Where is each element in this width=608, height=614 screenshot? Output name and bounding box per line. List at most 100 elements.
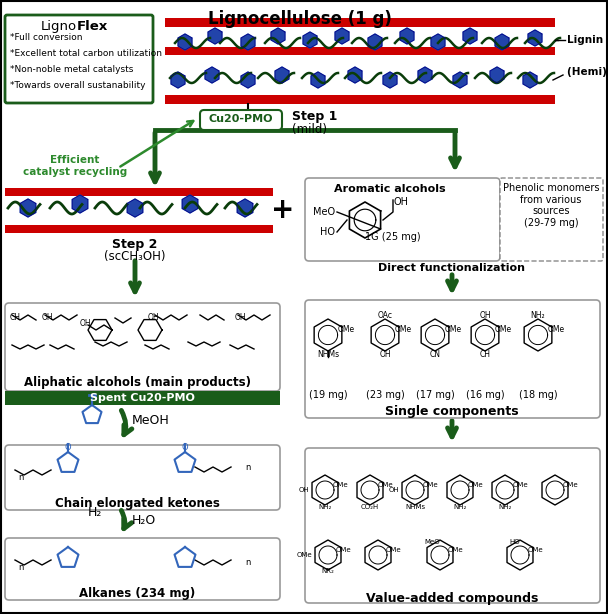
Text: Aromatic alcohols: Aromatic alcohols [334, 184, 446, 194]
Text: Efficient
catalyst recycling: Efficient catalyst recycling [23, 155, 127, 177]
FancyBboxPatch shape [200, 110, 282, 130]
Text: Direct functionalization: Direct functionalization [379, 263, 525, 273]
Text: Phenolic monomers
from various
sources
(29-79 mg): Phenolic monomers from various sources (… [503, 183, 599, 228]
Text: OMe: OMe [495, 325, 512, 334]
Text: HO: HO [320, 227, 335, 237]
Text: OH: OH [148, 313, 160, 322]
Text: Value-added compounds: Value-added compounds [366, 592, 538, 605]
Text: CH: CH [10, 313, 21, 322]
Text: Single components: Single components [385, 405, 519, 418]
Text: OH: OH [299, 487, 309, 493]
Text: OMe: OMe [333, 482, 348, 488]
Text: OMe: OMe [445, 325, 462, 334]
Polygon shape [528, 30, 542, 46]
Text: NH₂: NH₂ [454, 504, 467, 510]
Polygon shape [241, 34, 255, 50]
FancyBboxPatch shape [5, 15, 153, 103]
Text: MeOH: MeOH [132, 413, 170, 427]
Text: OMe: OMe [378, 482, 393, 488]
Polygon shape [311, 72, 325, 88]
Polygon shape [182, 195, 198, 213]
Text: OMe: OMe [336, 547, 351, 553]
Text: n: n [18, 473, 23, 482]
Text: Aliphatic alcohols (main products): Aliphatic alcohols (main products) [24, 376, 250, 389]
Text: Chain elongated ketones: Chain elongated ketones [55, 497, 219, 510]
Polygon shape [237, 199, 253, 217]
Text: OMe: OMe [448, 547, 464, 553]
Bar [5, 391, 280, 405]
Polygon shape [127, 199, 143, 217]
Text: *Excellent total carbon utilization: *Excellent total carbon utilization [10, 49, 162, 58]
Text: NHMs: NHMs [317, 350, 339, 359]
Polygon shape [271, 28, 285, 44]
Text: MeO: MeO [313, 207, 335, 217]
Polygon shape [383, 72, 397, 88]
Text: Alkanes (234 mg): Alkanes (234 mg) [79, 587, 195, 600]
Polygon shape [453, 72, 467, 88]
Text: OMe: OMe [386, 547, 402, 553]
FancyBboxPatch shape [5, 538, 280, 600]
Polygon shape [20, 199, 36, 217]
Bar [5, 188, 273, 196]
Bar [165, 27, 555, 95]
FancyBboxPatch shape [5, 445, 280, 510]
Polygon shape [463, 28, 477, 44]
Bar [5, 225, 273, 233]
Polygon shape [208, 28, 222, 44]
Polygon shape [171, 72, 185, 88]
Polygon shape [275, 67, 289, 83]
Text: *Full conversion: *Full conversion [10, 33, 83, 42]
Text: NH₂: NH₂ [499, 504, 512, 510]
Text: MeO: MeO [424, 539, 440, 545]
Bar [5, 196, 273, 225]
Text: NH₂: NH₂ [531, 311, 545, 320]
Bar [165, 47, 555, 55]
Text: Ligno: Ligno [41, 20, 77, 33]
Text: (23 mg): (23 mg) [365, 390, 404, 400]
Text: H₂: H₂ [88, 507, 102, 519]
Text: O: O [182, 443, 188, 452]
Text: OMe: OMe [296, 552, 312, 558]
Text: OMe: OMe [548, 325, 565, 334]
Text: OH: OH [389, 487, 399, 493]
Text: n: n [18, 563, 23, 572]
Text: *Towards overall sustanability: *Towards overall sustanability [10, 81, 145, 90]
Polygon shape [178, 34, 192, 50]
FancyBboxPatch shape [305, 448, 600, 603]
Text: Flex: Flex [77, 20, 108, 33]
Polygon shape [418, 67, 432, 83]
FancyBboxPatch shape [5, 303, 280, 391]
Text: OMe: OMe [468, 482, 483, 488]
Text: OH: OH [42, 313, 54, 322]
Polygon shape [490, 67, 504, 83]
Text: OMe: OMe [528, 547, 544, 553]
Text: (mild): (mild) [292, 123, 327, 136]
Text: n: n [245, 463, 250, 472]
Text: +: + [271, 196, 295, 224]
Text: HO: HO [510, 539, 520, 545]
Text: n: n [245, 558, 250, 567]
Bar [165, 95, 555, 104]
Text: CH: CH [480, 350, 491, 359]
Text: OMe: OMe [423, 482, 438, 488]
Text: (16 mg): (16 mg) [466, 390, 504, 400]
Text: O: O [64, 443, 71, 452]
Text: OMe: OMe [338, 325, 355, 334]
Text: OMe: OMe [513, 482, 528, 488]
Polygon shape [335, 28, 349, 44]
Bar [165, 18, 555, 27]
Text: Lignin (286 mg): Lignin (286 mg) [567, 35, 608, 45]
Polygon shape [523, 72, 537, 88]
Text: (Hemi)cellulose  (714 mg): (Hemi)cellulose (714 mg) [567, 67, 608, 77]
Polygon shape [205, 67, 219, 83]
Text: OH: OH [80, 319, 92, 328]
Polygon shape [400, 28, 414, 44]
Text: (19 mg): (19 mg) [309, 390, 347, 400]
FancyBboxPatch shape [305, 178, 500, 261]
Text: (17 mg): (17 mg) [416, 390, 454, 400]
Polygon shape [241, 72, 255, 88]
Text: OMe: OMe [395, 325, 412, 334]
Polygon shape [431, 34, 445, 50]
Text: Spent Cu20-PMO: Spent Cu20-PMO [89, 393, 195, 403]
Polygon shape [303, 32, 317, 48]
